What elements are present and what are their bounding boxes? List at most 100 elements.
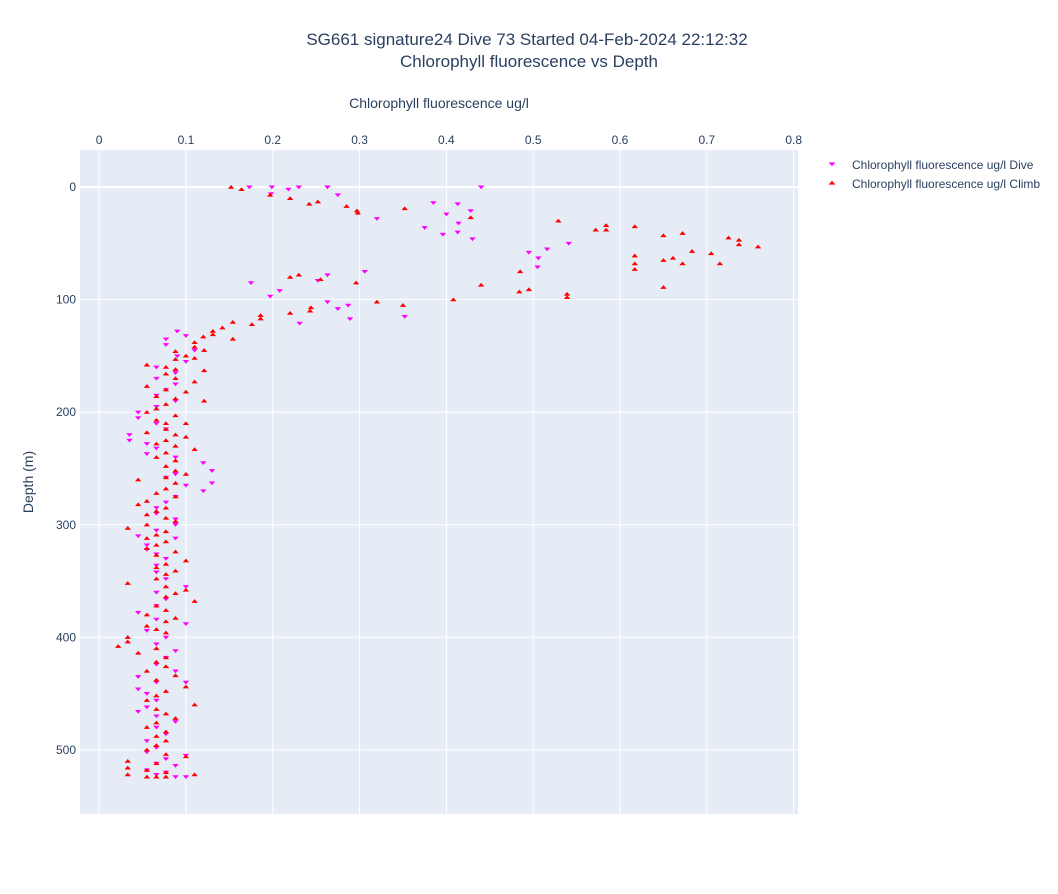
climb-point bbox=[525, 287, 533, 292]
climb-point bbox=[153, 627, 160, 632]
dive-point bbox=[172, 382, 179, 387]
climb-point bbox=[306, 308, 314, 313]
climb-point bbox=[172, 349, 179, 354]
climb-point bbox=[172, 357, 179, 361]
dive-point bbox=[276, 289, 283, 293]
climb-point bbox=[124, 639, 131, 644]
climb-point bbox=[716, 261, 724, 266]
legend[interactable]: Chlorophyll fluorescence ug/l Dive Chlor… bbox=[828, 158, 1041, 191]
climb-point bbox=[153, 394, 160, 399]
dive-point bbox=[172, 775, 179, 780]
climb-point bbox=[172, 413, 179, 418]
y-tick-label: 400 bbox=[56, 630, 76, 644]
dive-point bbox=[172, 536, 179, 541]
climb-point bbox=[153, 509, 160, 513]
climb-point bbox=[162, 505, 170, 510]
climb-point bbox=[679, 231, 686, 235]
climb-point bbox=[162, 426, 170, 431]
climb-point bbox=[257, 313, 264, 318]
climb-point bbox=[286, 311, 294, 315]
climb-point bbox=[200, 398, 208, 403]
climb-point bbox=[153, 542, 160, 547]
dive-point bbox=[455, 221, 462, 226]
climb-point bbox=[191, 447, 198, 451]
climb-point bbox=[162, 711, 170, 716]
climb-point bbox=[563, 291, 571, 296]
climb-point bbox=[162, 630, 170, 635]
climb-point bbox=[172, 458, 179, 463]
dive-point bbox=[266, 294, 274, 299]
climb-point bbox=[124, 635, 131, 639]
x-tick-label: 0.2 bbox=[264, 133, 281, 147]
climb-point bbox=[191, 340, 198, 345]
climb-point bbox=[143, 767, 151, 772]
climb-point bbox=[143, 774, 151, 779]
x-tick-label: 0 bbox=[96, 133, 103, 147]
climb-point bbox=[172, 376, 179, 381]
climb-point bbox=[162, 608, 170, 612]
legend-item-climb[interactable]: Chlorophyll fluorescence ug/l Climb bbox=[828, 177, 1041, 191]
climb-point bbox=[162, 729, 170, 734]
climb-point bbox=[143, 410, 151, 414]
dive-point bbox=[172, 669, 179, 674]
dive-point bbox=[200, 489, 207, 494]
dive-point bbox=[153, 528, 160, 533]
climb-point bbox=[660, 233, 667, 238]
dive-point bbox=[134, 675, 142, 679]
climb-point bbox=[373, 299, 381, 304]
climb-point bbox=[660, 258, 667, 262]
climb-point bbox=[286, 275, 294, 279]
dive-point bbox=[469, 237, 476, 242]
climb-point bbox=[153, 417, 160, 422]
x-axis-ticks: 0 0.1 0.2 0.3 0.4 0.5 0.6 0.7 0.8 bbox=[96, 133, 803, 147]
dive-point bbox=[477, 185, 485, 190]
x-tick-label: 0.5 bbox=[525, 133, 542, 147]
climb-point bbox=[248, 322, 256, 327]
dive-point bbox=[143, 452, 151, 457]
climb-point bbox=[343, 204, 350, 208]
climb-point bbox=[735, 242, 743, 247]
climb-point bbox=[172, 549, 179, 554]
dive-point bbox=[172, 764, 179, 768]
climb-point bbox=[162, 770, 170, 774]
y-tick-label: 300 bbox=[56, 518, 76, 532]
chart-title-line-2: Chlorophyll fluorescence vs Depth bbox=[400, 52, 658, 71]
series-dive bbox=[126, 185, 572, 780]
dive-point bbox=[268, 185, 276, 190]
climb-point bbox=[631, 224, 638, 229]
climb-point bbox=[191, 356, 198, 360]
dive-point bbox=[143, 691, 151, 696]
climb-point bbox=[143, 612, 151, 617]
climb-point bbox=[172, 519, 179, 523]
dive-point bbox=[246, 185, 253, 190]
climb-point bbox=[162, 450, 170, 455]
dive-point bbox=[200, 461, 207, 466]
dive-point bbox=[153, 680, 160, 685]
climb-point bbox=[191, 344, 198, 349]
dive-point bbox=[182, 359, 190, 364]
dive-point bbox=[126, 433, 133, 437]
dive-point bbox=[153, 698, 160, 703]
climb-point bbox=[227, 184, 235, 189]
climb-point bbox=[134, 650, 142, 655]
climb-point bbox=[162, 655, 170, 660]
dive-point bbox=[454, 202, 461, 207]
dive-point bbox=[153, 642, 160, 647]
x-tick-label: 0.1 bbox=[178, 133, 195, 147]
dive-point bbox=[153, 570, 160, 575]
climb-point bbox=[153, 693, 160, 698]
dive-point bbox=[191, 348, 198, 353]
legend-marker-dive bbox=[828, 162, 836, 167]
dive-point bbox=[324, 273, 331, 278]
climb-point bbox=[182, 471, 190, 476]
climb-point bbox=[134, 502, 142, 507]
climb-point bbox=[286, 196, 294, 200]
climb-point bbox=[124, 758, 131, 763]
dive-point bbox=[153, 365, 160, 370]
climb-point bbox=[162, 572, 170, 576]
dive-point bbox=[134, 410, 142, 415]
legend-item-dive[interactable]: Chlorophyll fluorescence ug/l Dive bbox=[828, 158, 1034, 172]
climb-point bbox=[162, 594, 170, 599]
climb-point bbox=[162, 402, 170, 406]
dive-point bbox=[172, 720, 179, 724]
